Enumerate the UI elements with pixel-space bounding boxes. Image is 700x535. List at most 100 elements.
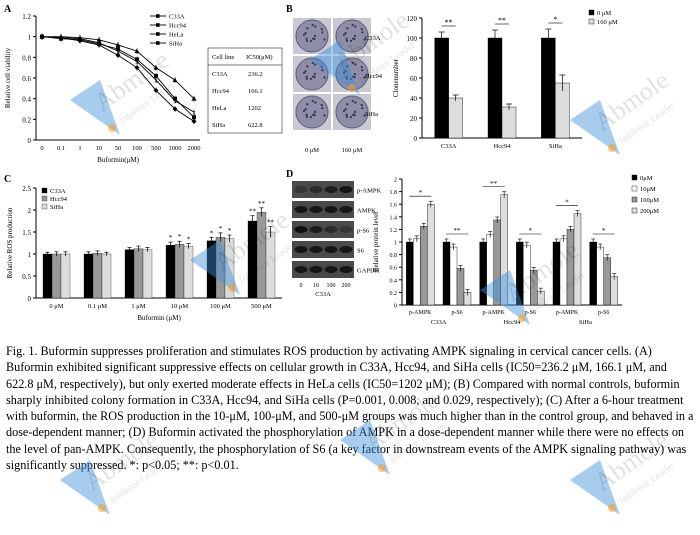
table-cell: SiHa (212, 122, 225, 129)
blot-band (309, 186, 323, 193)
x-tick-label: 1000 (169, 145, 182, 152)
y-tick-label: 0.8 (390, 253, 398, 259)
colony-dot (346, 27, 349, 30)
bar (60, 253, 71, 299)
colony-dot (320, 65, 323, 69)
colony-dot (361, 107, 364, 110)
table-cell: Hcc94 (212, 88, 230, 95)
bar (42, 253, 53, 299)
colony-dot (351, 99, 354, 103)
blot-band (339, 226, 353, 233)
y-tick-label: 1.5 (22, 229, 31, 237)
colony-dot (352, 75, 355, 78)
bar (610, 276, 618, 306)
bar (256, 212, 267, 299)
plate-row-label: Hcc94 (365, 73, 383, 80)
significance-label: * (228, 227, 232, 235)
x-tick-label: p-AMPK (556, 310, 579, 316)
colony-dot (313, 72, 317, 76)
data-point (153, 65, 159, 70)
colony-dot (361, 69, 364, 72)
colony-dot (363, 76, 366, 79)
legend-swatch (588, 18, 595, 25)
bar (183, 245, 194, 299)
blot-strip (292, 261, 354, 278)
blot-lane-label: 200 (342, 283, 351, 289)
colony-dot (309, 115, 313, 119)
watermark-logo-dot (98, 504, 106, 512)
watermark-logo-dot (608, 504, 616, 512)
data-point: x (40, 33, 44, 41)
blot-label: AMPK (357, 208, 376, 215)
colony-dot (306, 103, 309, 106)
colony-dot (314, 101, 317, 104)
group-label: Hcc94 (504, 319, 522, 326)
colony-dot (309, 77, 313, 81)
colony-dot (351, 23, 354, 27)
bar (449, 246, 458, 306)
colony-dot (361, 31, 364, 34)
x-tick-label: 0 μM (49, 303, 63, 310)
y-tick-label: 60 (410, 75, 418, 83)
bar (448, 97, 463, 139)
colony-dot (351, 61, 354, 65)
bar (434, 37, 449, 139)
y-tick-label: 1.4 (390, 215, 398, 221)
x-tick-label: 500 (151, 145, 161, 152)
colony-dot (345, 113, 348, 116)
legend-label: 100μM (640, 197, 659, 204)
blot-cell-label: C33A (315, 291, 331, 298)
x-tick-label: C33A (441, 143, 457, 150)
legend-label: Hcc94 (50, 196, 68, 203)
legend-label: 160 μM (597, 19, 618, 26)
x-tick-label: 10 (96, 145, 103, 152)
data-point: x (97, 39, 101, 47)
bar (603, 257, 611, 306)
legend-swatch (41, 187, 48, 194)
table-cell: 622.8 (248, 122, 263, 129)
x-tick-label: 0 (40, 145, 43, 152)
y-axis-title: Relative cell viability (4, 47, 12, 108)
y-tick-label: 2 (394, 178, 397, 184)
colony-dot (313, 110, 317, 114)
blot-lane-label: 100 (327, 283, 336, 289)
legend-marker (156, 41, 160, 45)
data-point: x (78, 35, 82, 43)
data-point (192, 115, 196, 120)
table-header: Cell line (212, 54, 234, 61)
colony-dot (360, 103, 363, 107)
colony-dot (314, 25, 317, 28)
colony-plate (335, 95, 369, 129)
panel-a-label: A (4, 4, 12, 15)
colony-dot (323, 38, 326, 41)
colony-dot (345, 115, 349, 118)
colony-dot (306, 65, 309, 68)
data-point: x (116, 48, 120, 56)
legend-label: SiHa (169, 41, 182, 48)
y-tick-label: 0.2 (390, 291, 398, 297)
y-tick-label: 1 (394, 241, 397, 247)
blot-band (324, 266, 338, 273)
colony-dot (353, 72, 357, 76)
blot-band (339, 266, 353, 273)
significance-label: ** (258, 200, 266, 208)
x-tick-label: 100 μM (210, 303, 231, 310)
blot-band (294, 186, 308, 193)
colony-dot (345, 39, 349, 42)
data-point (115, 52, 121, 58)
data-point (191, 96, 197, 101)
panel-b-label: B (286, 4, 293, 15)
data-point (172, 106, 178, 112)
panel-a-viability-chart: A 0 0.2 0.4 0.6 0.8 1 1.2 0 0.1 1 10 50 100 500 1000 20… (4, 4, 283, 164)
colony-dot (363, 38, 366, 41)
y-tick-label: 100 (407, 35, 418, 43)
colony-dot (349, 77, 353, 81)
significance-label: * (553, 15, 557, 24)
legend-label: Hcc94 (169, 23, 187, 30)
significance-label: ** (454, 227, 462, 235)
y-tick-label: 0.6 (390, 266, 398, 272)
x-tick-label: 1 (78, 145, 81, 152)
x-axis-title: Buformin(μM) (97, 156, 140, 164)
x-tick-label: p-S6 (598, 310, 609, 316)
significance-label: ** (490, 180, 498, 188)
